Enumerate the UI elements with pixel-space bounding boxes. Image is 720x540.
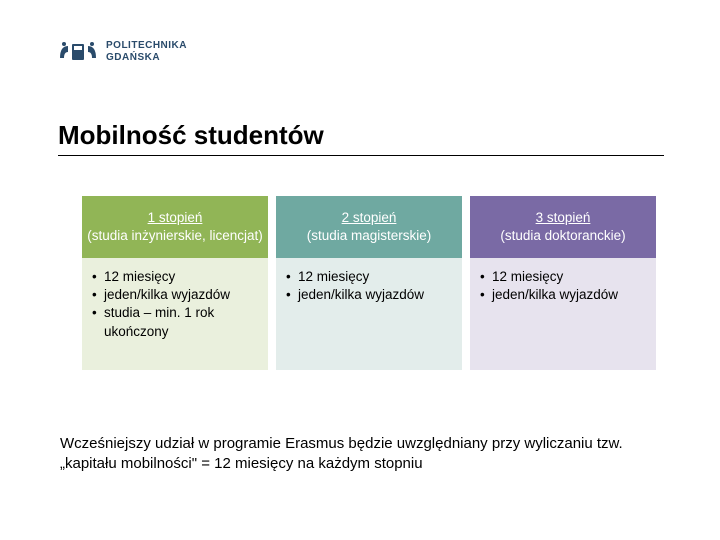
column-2-title: 2 stopień <box>280 209 458 227</box>
column-3-sub: (studia doktoranckie) <box>474 227 652 245</box>
column-2-header: 2 stopień (studia magisterskie) <box>276 196 462 258</box>
list-item: 12 miesięcy <box>286 268 456 286</box>
column-1-body: 12 miesięcy jeden/kilka wyjazdów studia … <box>82 258 268 370</box>
logo-area: POLITECHNIKA GDAŃSKA <box>58 38 187 66</box>
list-item: 12 miesięcy <box>480 268 650 286</box>
column-3: 3 stopień (studia doktoranckie) 12 miesi… <box>470 196 656 370</box>
column-3-title: 3 stopień <box>474 209 652 227</box>
column-2: 2 stopień (studia magisterskie) 12 miesi… <box>276 196 462 370</box>
column-3-body: 12 miesięcy jeden/kilka wyjazdów <box>470 258 656 370</box>
university-emblem-icon <box>58 38 98 66</box>
column-2-list: 12 miesięcy jeden/kilka wyjazdów <box>282 268 456 304</box>
list-item: jeden/kilka wyjazdów <box>92 286 262 304</box>
list-item: jeden/kilka wyjazdów <box>286 286 456 304</box>
logo-text: POLITECHNIKA GDAŃSKA <box>106 40 187 64</box>
column-3-list: 12 miesięcy jeden/kilka wyjazdów <box>476 268 650 304</box>
column-1-title: 1 stopień <box>86 209 264 227</box>
column-1-header: 1 stopień (studia inżynierskie, licencja… <box>82 196 268 258</box>
column-1-list: 12 miesięcy jeden/kilka wyjazdów studia … <box>88 268 262 341</box>
column-1: 1 stopień (studia inżynierskie, licencja… <box>82 196 268 370</box>
column-2-sub: (studia magisterskie) <box>280 227 458 245</box>
list-item: jeden/kilka wyjazdów <box>480 286 650 304</box>
list-item: 12 miesięcy <box>92 268 262 286</box>
column-3-header: 3 stopień (studia doktoranckie) <box>470 196 656 258</box>
column-1-sub: (studia inżynierskie, licencjat) <box>86 227 264 245</box>
footer-note: Wcześniejszy udział w programie Erasmus … <box>60 434 660 475</box>
page-title: Mobilność studentów <box>58 120 664 156</box>
logo-line1: POLITECHNIKA <box>106 40 187 52</box>
list-item: studia – min. 1 rok ukończony <box>92 304 262 340</box>
columns-container: 1 stopień (studia inżynierskie, licencja… <box>82 196 656 370</box>
logo-line2: GDAŃSKA <box>106 52 187 64</box>
column-2-body: 12 miesięcy jeden/kilka wyjazdów <box>276 258 462 370</box>
